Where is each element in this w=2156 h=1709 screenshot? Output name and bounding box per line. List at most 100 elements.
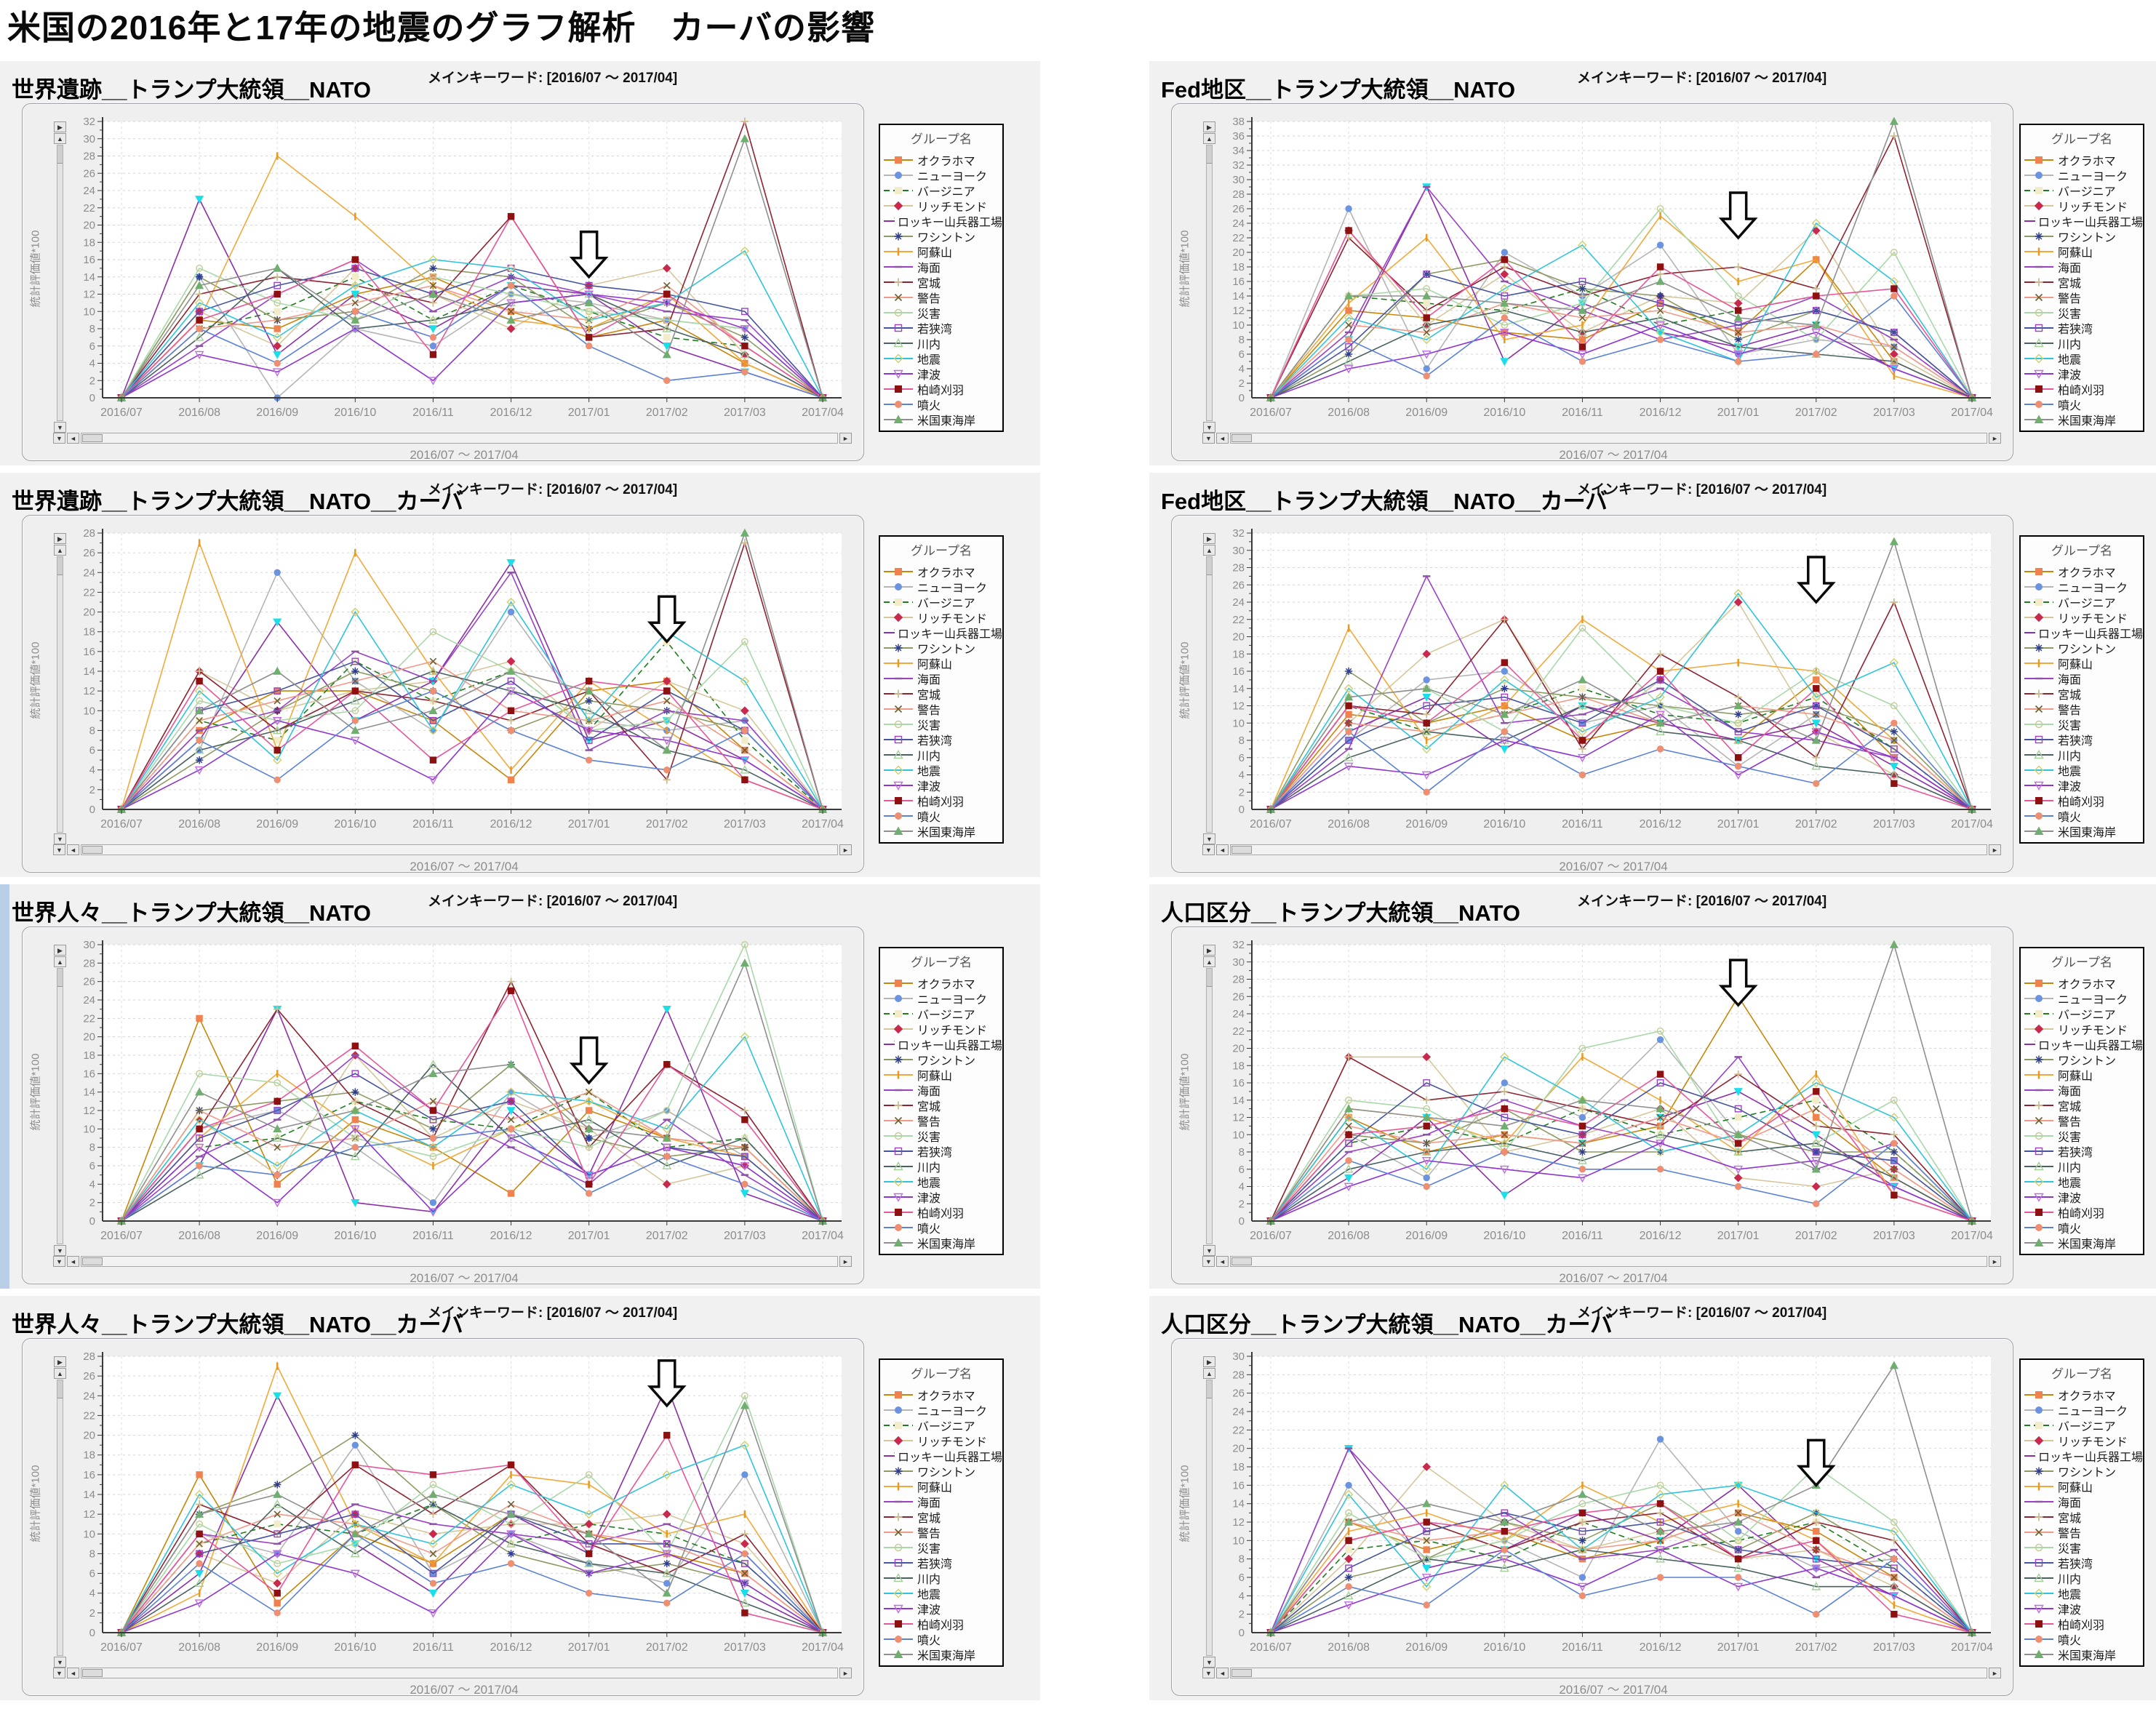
x-scroll-left-button[interactable]: ◄ (1216, 844, 1229, 855)
x-scroll-right-button[interactable]: ► (1989, 1256, 2001, 1267)
y-scroll-track[interactable] (57, 968, 63, 1244)
y-scroll-up-button[interactable]: ▲ (1203, 545, 1215, 556)
y-axis-scrollbar[interactable]: ▶ ▲ ▼ (1202, 1356, 1216, 1668)
y-scroll-down-button[interactable]: ▼ (54, 422, 66, 433)
y-scroll-thumb[interactable] (57, 557, 63, 575)
x-scroll-left-button[interactable]: ◄ (67, 1256, 79, 1267)
x-axis-dropdown-button[interactable]: ▼ (1202, 1668, 1215, 1678)
x-axis-dropdown-button[interactable]: ▼ (1202, 1256, 1215, 1267)
y-scroll-up-button[interactable]: ▲ (54, 956, 66, 967)
y-axis-scrollbar[interactable]: ▶ ▲ ▼ (1202, 945, 1216, 1256)
legend-marker-icon (2024, 1132, 2053, 1140)
y-scroll-up-button[interactable]: ▲ (1203, 133, 1215, 144)
x-scroll-right-button[interactable]: ► (1989, 433, 2001, 444)
y-axis-scrollbar[interactable]: ▶ ▲ ▼ (53, 121, 67, 433)
y-scroll-up-button[interactable]: ▲ (54, 545, 66, 556)
x-axis-dropdown-button[interactable]: ▼ (53, 433, 65, 444)
x-scroll-thumb[interactable] (82, 1257, 103, 1265)
x-scroll-track[interactable] (81, 1256, 838, 1267)
y-scroll-up-button[interactable]: ▲ (1203, 1368, 1215, 1379)
x-scroll-right-button[interactable]: ► (839, 844, 852, 855)
y-axis-expand-button[interactable]: ▶ (54, 533, 66, 544)
legend-marker-icon (2024, 1089, 2053, 1091)
y-scroll-track[interactable] (57, 145, 63, 421)
x-scroll-left-button[interactable]: ◄ (1216, 1256, 1229, 1267)
y-scroll-down-button[interactable]: ▼ (54, 1245, 66, 1256)
x-scroll-thumb[interactable] (1231, 846, 1252, 854)
x-scroll-right-button[interactable]: ► (1989, 1668, 2001, 1678)
x-scroll-left-button[interactable]: ◄ (67, 844, 79, 855)
y-axis-expand-button[interactable]: ▶ (54, 121, 66, 132)
x-axis-dropdown-button[interactable]: ▼ (1202, 844, 1215, 855)
x-scroll-track[interactable] (1230, 433, 1987, 444)
y-axis-expand-button[interactable]: ▶ (1203, 121, 1215, 132)
y-scroll-down-button[interactable]: ▼ (1203, 422, 1215, 433)
x-axis-scrollbar[interactable]: ▼ ◄ ► (53, 1254, 852, 1268)
y-axis-scrollbar[interactable]: ▶ ▲ ▼ (1202, 121, 1216, 433)
x-scroll-thumb[interactable] (1231, 434, 1252, 442)
y-scroll-up-button[interactable]: ▲ (54, 1368, 66, 1379)
x-scroll-thumb[interactable] (82, 846, 103, 854)
x-scroll-track[interactable] (81, 1668, 838, 1678)
y-scroll-down-button[interactable]: ▼ (54, 1657, 66, 1668)
x-scroll-right-button[interactable]: ► (839, 1256, 852, 1267)
x-axis-dropdown-button[interactable]: ▼ (53, 844, 65, 855)
x-axis-scrollbar[interactable]: ▼ ◄ ► (1202, 843, 2001, 857)
x-axis-scrollbar[interactable]: ▼ ◄ ► (1202, 1254, 2001, 1268)
x-axis-scrollbar[interactable]: ▼ ◄ ► (53, 431, 852, 445)
y-scroll-up-button[interactable]: ▲ (54, 133, 66, 144)
y-scroll-down-button[interactable]: ▼ (1203, 1245, 1215, 1256)
x-axis-dropdown-button[interactable]: ▼ (53, 1256, 65, 1267)
y-axis-scrollbar[interactable]: ▶ ▲ ▼ (53, 533, 67, 844)
x-scroll-left-button[interactable]: ◄ (67, 1668, 79, 1678)
x-axis-scrollbar[interactable]: ▼ ◄ ► (53, 843, 852, 857)
x-scroll-right-button[interactable]: ► (839, 1668, 852, 1678)
y-scroll-thumb[interactable] (1207, 1380, 1212, 1398)
x-scroll-track[interactable] (1230, 1668, 1987, 1678)
x-scroll-track[interactable] (81, 433, 838, 444)
x-scroll-thumb[interactable] (1231, 1257, 1252, 1265)
x-scroll-right-button[interactable]: ► (1989, 844, 2001, 855)
y-scroll-track[interactable] (1206, 968, 1213, 1244)
y-axis-expand-button[interactable]: ▶ (1203, 533, 1215, 544)
y-scroll-track[interactable] (1206, 145, 1213, 421)
y-axis-expand-button[interactable]: ▶ (54, 1356, 66, 1367)
y-scroll-thumb[interactable] (1207, 557, 1212, 575)
y-scroll-track[interactable] (57, 1380, 63, 1656)
legend-marker-icon (884, 1572, 913, 1582)
y-axis-scrollbar[interactable]: ▶ ▲ ▼ (53, 945, 67, 1256)
x-axis-scrollbar[interactable]: ▼ ◄ ► (1202, 431, 2001, 445)
y-scroll-up-button[interactable]: ▲ (1203, 956, 1215, 967)
x-scroll-left-button[interactable]: ◄ (1216, 433, 1229, 444)
x-scroll-track[interactable] (1230, 1256, 1987, 1267)
y-scroll-down-button[interactable]: ▼ (54, 833, 66, 844)
x-scroll-track[interactable] (81, 844, 838, 855)
y-scroll-down-button[interactable]: ▼ (1203, 833, 1215, 844)
y-scroll-thumb[interactable] (57, 969, 63, 987)
y-axis-scrollbar[interactable]: ▶ ▲ ▼ (1202, 533, 1216, 844)
y-scroll-track[interactable] (57, 556, 63, 833)
x-axis-dropdown-button[interactable]: ▼ (53, 1668, 65, 1678)
y-scroll-thumb[interactable] (1207, 969, 1212, 987)
y-scroll-down-button[interactable]: ▼ (1203, 1657, 1215, 1668)
x-axis-scrollbar[interactable]: ▼ ◄ ► (53, 1666, 852, 1680)
x-scroll-track[interactable] (1230, 844, 1987, 855)
x-axis-dropdown-button[interactable]: ▼ (1202, 433, 1215, 444)
x-scroll-thumb[interactable] (1231, 1669, 1252, 1677)
x-scroll-left-button[interactable]: ◄ (1216, 1668, 1229, 1678)
y-scroll-thumb[interactable] (57, 1380, 63, 1398)
x-axis-scrollbar[interactable]: ▼ ◄ ► (1202, 1666, 2001, 1680)
x-scroll-left-button[interactable]: ◄ (67, 433, 79, 444)
y-axis-expand-button[interactable]: ▶ (1203, 1356, 1215, 1367)
y-axis-expand-button[interactable]: ▶ (54, 945, 66, 956)
y-axis-expand-button[interactable]: ▶ (1203, 945, 1215, 956)
x-scroll-right-button[interactable]: ► (839, 433, 852, 444)
y-scroll-thumb[interactable] (57, 145, 63, 164)
y-scroll-track[interactable] (1206, 1380, 1213, 1656)
y-axis-scrollbar[interactable]: ▶ ▲ ▼ (53, 1356, 67, 1668)
x-scroll-thumb[interactable] (82, 434, 103, 442)
chart-panel: Fed地区__トランプ大統領__NATO__カーバ メインキーワード: [201… (1149, 473, 2156, 877)
y-scroll-track[interactable] (1206, 556, 1213, 833)
x-scroll-thumb[interactable] (82, 1669, 103, 1677)
y-scroll-thumb[interactable] (1207, 145, 1212, 164)
